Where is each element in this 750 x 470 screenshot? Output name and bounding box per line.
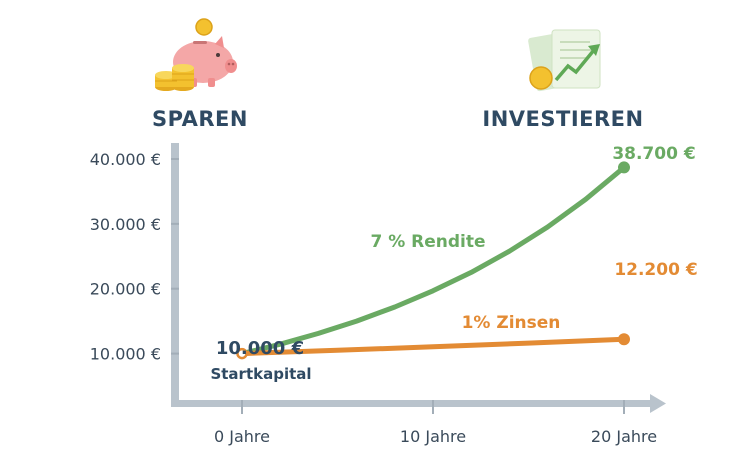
series-label-rendite: 7 % Rendite bbox=[370, 232, 485, 252]
series-line-1 bbox=[239, 336, 627, 357]
end-value-rendite: 38.700 € bbox=[612, 144, 695, 164]
heading-investieren: INVESTIEREN bbox=[482, 107, 643, 131]
x-axis-line bbox=[171, 400, 651, 407]
series-line-0 bbox=[239, 164, 627, 357]
piggy-bank-icon bbox=[155, 18, 237, 91]
y-tick-label: 30.000 € bbox=[90, 215, 161, 234]
y-axis-line bbox=[171, 143, 179, 407]
x-axis-arrow bbox=[650, 394, 666, 413]
end-value-zinsen: 12.200 € bbox=[614, 260, 697, 280]
series-end-point-0 bbox=[618, 161, 630, 174]
y-tick-mark bbox=[171, 158, 179, 160]
axes bbox=[171, 143, 666, 413]
y-tick-mark bbox=[171, 222, 179, 225]
x-ticks: 0 Jahre 10 Jahre 20 Jahre bbox=[214, 400, 657, 446]
x-tick-mark bbox=[623, 400, 625, 414]
y-tick-label: 20.000 € bbox=[90, 280, 161, 299]
heading-sparen: SPAREN bbox=[152, 107, 248, 131]
start-point bbox=[236, 347, 248, 360]
x-tick-mark bbox=[432, 400, 434, 414]
y-ticks: 10.000 € 20.000 € 30.000 € 40.000 € bbox=[90, 150, 179, 364]
series-lines bbox=[236, 161, 630, 360]
investment-chart-icon bbox=[528, 29, 601, 92]
x-tick-mark bbox=[241, 400, 243, 414]
x-tick-label: 20 Jahre bbox=[591, 427, 657, 446]
y-tick-mark bbox=[171, 352, 179, 355]
y-tick-mark bbox=[171, 287, 179, 290]
start-caption: Startkapital bbox=[210, 365, 311, 383]
x-tick-label: 0 Jahre bbox=[214, 427, 270, 446]
x-tick-label: 10 Jahre bbox=[400, 427, 466, 446]
series-label-zinsen: 1% Zinsen bbox=[462, 313, 561, 333]
y-tick-label: 40.000 € bbox=[90, 150, 161, 169]
y-tick-label: 10.000 € bbox=[90, 345, 161, 364]
series-end-point-1 bbox=[618, 333, 630, 346]
start-value-label: 10.000 € bbox=[216, 338, 304, 359]
